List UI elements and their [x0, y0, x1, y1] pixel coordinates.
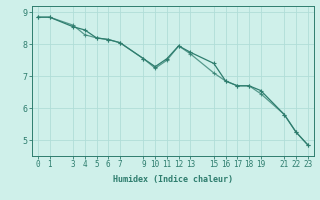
X-axis label: Humidex (Indice chaleur): Humidex (Indice chaleur)	[113, 175, 233, 184]
